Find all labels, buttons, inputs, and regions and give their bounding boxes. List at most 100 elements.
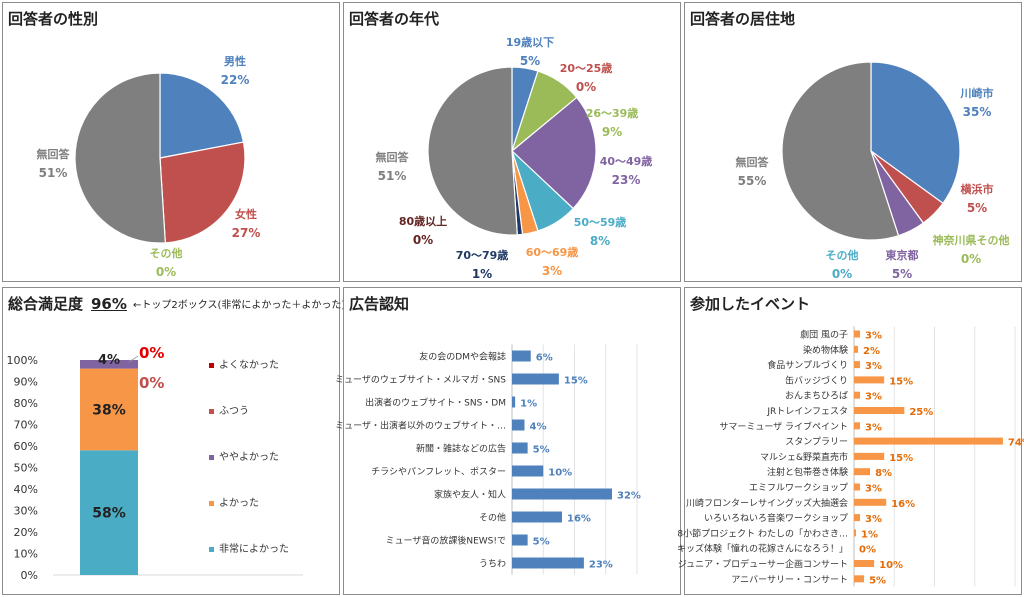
ad-value-4: 5% [533, 445, 550, 456]
ad-value-2: 1% [520, 399, 537, 410]
age-label-8: 無回答 [376, 150, 410, 164]
events-value-2: 3% [865, 361, 882, 372]
ad-category-9: うちわ [479, 559, 506, 570]
gender-value-1: 27% [232, 226, 261, 240]
top2-percentage: 96% [91, 295, 127, 313]
events-value-4: 3% [865, 392, 882, 403]
sat-legend-label-0: よくなかった [219, 359, 279, 371]
age-value-1: 0% [576, 80, 596, 94]
residence-label-2: 神奈川県その他 [933, 233, 1010, 247]
ad-value-8: 5% [533, 537, 550, 548]
events-value-5: 25% [909, 407, 933, 418]
ad-category-2: 出演者のウェブサイト・SNS・DM [365, 397, 506, 409]
age-label-7: 80歳以上 [399, 214, 447, 228]
events-value-1: 2% [863, 346, 880, 357]
ad-category-6: 家族や友人・知人 [434, 489, 506, 501]
residence-label-1: 横浜市 [961, 182, 994, 196]
sat-legend-swatch-2 [209, 455, 214, 460]
events-bar-chart: 劇団 風の子 3% 染め物体験 2% 食品サンプルづくり 3% 缶バッジづくり 15% おんまち… [677, 326, 1024, 587]
events-value-13: 1% [861, 529, 878, 540]
age-label-3: 40～49歳 [600, 154, 653, 168]
sat-ytick-2: 20% [14, 526, 38, 539]
gender-value-0: 22% [221, 73, 250, 87]
events-bar-0 [854, 330, 861, 338]
sat-ytick-4: 40% [14, 483, 38, 496]
sat-ytick-8: 80% [14, 397, 38, 410]
age-value-7: 0% [413, 233, 433, 247]
sat-ytick-1: 10% [14, 548, 38, 561]
ad-category-7: その他 [479, 512, 506, 524]
events-bar-12 [854, 514, 861, 522]
events-value-14: 0% [859, 545, 876, 556]
residence-label-3: 東京都 [886, 248, 919, 262]
events-value-3: 15% [889, 376, 913, 387]
residence-label-0: 川崎市 [960, 86, 994, 100]
events-value-6: 3% [865, 422, 882, 433]
ad-value-3: 4% [530, 422, 547, 433]
ad-category-3: ミューザ・出演者以外のウェブサイト・… [335, 420, 506, 432]
gender-label-2: その他 [150, 246, 183, 260]
sat-leader-line [128, 355, 139, 363]
events-bar-9 [854, 468, 871, 476]
age-label-6: 70～79歳 [456, 248, 509, 262]
sat-ytick-5: 50% [14, 462, 38, 475]
events-category-7: スタンプラリー [785, 437, 848, 448]
age-slice-8 [427, 66, 518, 236]
ad-value-9: 23% [589, 560, 613, 571]
residence-panel: 回答者の居住地 川崎市 35% 横浜市 5% 神奈川県その他 0% 東京都 5% その他 0% 無回… [684, 2, 1022, 282]
ad-category-0: 友の会のDMや会報誌 [419, 351, 506, 363]
ad-category-8: ミューザ音の放課後NEWS!で [386, 535, 506, 547]
ad-value-0: 6% [536, 353, 553, 364]
events-bar-1 [854, 345, 859, 353]
sat-ytick-0: 0% [21, 569, 38, 582]
events-category-15: ジュニア・プロデューサー企画コンサート [678, 558, 848, 570]
age-panel: 回答者の年代 19歳以下 5% 20～25歳 0% 26～39歳 9% 40～49歳 23% 5… [343, 2, 681, 282]
ad-bar-4 [512, 442, 528, 454]
ad-category-1: ミューザのウェブサイト・メルマガ・SNS [335, 374, 506, 386]
events-category-3: 缶バッジづくり [785, 374, 848, 386]
sat-bar-1 [80, 368, 138, 451]
events-value-15: 10% [879, 560, 903, 571]
events-value-16: 5% [869, 575, 886, 586]
ad-bar-5 [512, 465, 544, 477]
sat-ytick-7: 70% [14, 419, 38, 432]
events-value-0: 3% [865, 331, 882, 342]
events-value-9: 8% [875, 468, 892, 479]
ad-value-1: 15% [564, 376, 588, 387]
ad-category-5: チラシやパンフレット、ポスター [371, 467, 506, 478]
events-bar-15 [854, 560, 875, 567]
events-bar-2 [854, 361, 861, 369]
residence-value-5: 55% [738, 174, 767, 188]
residence-label-5: 無回答 [736, 155, 770, 169]
events-bar-4 [854, 391, 861, 399]
events-value-11: 16% [891, 499, 915, 510]
events-category-6: サマーミューザ ライブペイント [719, 420, 848, 432]
residence-pie-chart: 川崎市 35% 横浜市 5% 神奈川県その他 0% 東京都 5% その他 0% 無回答 55% [736, 61, 1010, 281]
ad-value-5: 10% [548, 468, 572, 479]
gender-slice-1 [159, 141, 246, 244]
residence-value-0: 35% [963, 105, 992, 119]
sat-bar-2 [80, 360, 138, 369]
residence-title: 回答者の居住地 [690, 10, 796, 28]
sat-legend-swatch-1 [209, 409, 214, 414]
events-value-7: 74% [1008, 438, 1024, 449]
events-category-10: エミフルワークショップ [749, 483, 848, 494]
events-category-0: 劇団 風の子 [800, 329, 848, 341]
sat-ytick-10: 100% [7, 354, 38, 367]
events-value-12: 3% [865, 514, 882, 525]
events-category-4: おんまちひろば [785, 391, 848, 402]
events-bar-11 [854, 498, 887, 506]
satisfaction-bar-chart: 0% 10% 20% 30% 40% 50% 60% 70% 80% 90% 100% 58% 38% 4… [7, 344, 303, 582]
events-panel: 参加したイベント 劇団 風の子 3% 染め物体験 2% 食品サンプルづくり 3% 缶バッジづ… [677, 287, 1024, 595]
sat-ytick-9: 90% [14, 376, 38, 389]
age-value-5: 3% [542, 264, 562, 278]
gender-label-0: 男性 [224, 54, 246, 68]
age-slice-3 [511, 96, 597, 210]
ad-bar-chart: 友の会のDMや会報誌 6% ミューザのウェブサイト・メルマガ・SNS 15% 出演者のウ… [335, 344, 641, 575]
sat-value-0: 58% [92, 506, 126, 522]
events-category-16: アニバーサリー・コンサート [731, 574, 848, 585]
ad-bar-2 [512, 396, 516, 408]
events-bar-7 [854, 437, 1003, 445]
age-value-8: 51% [378, 169, 407, 183]
events-bar-16 [854, 575, 865, 583]
